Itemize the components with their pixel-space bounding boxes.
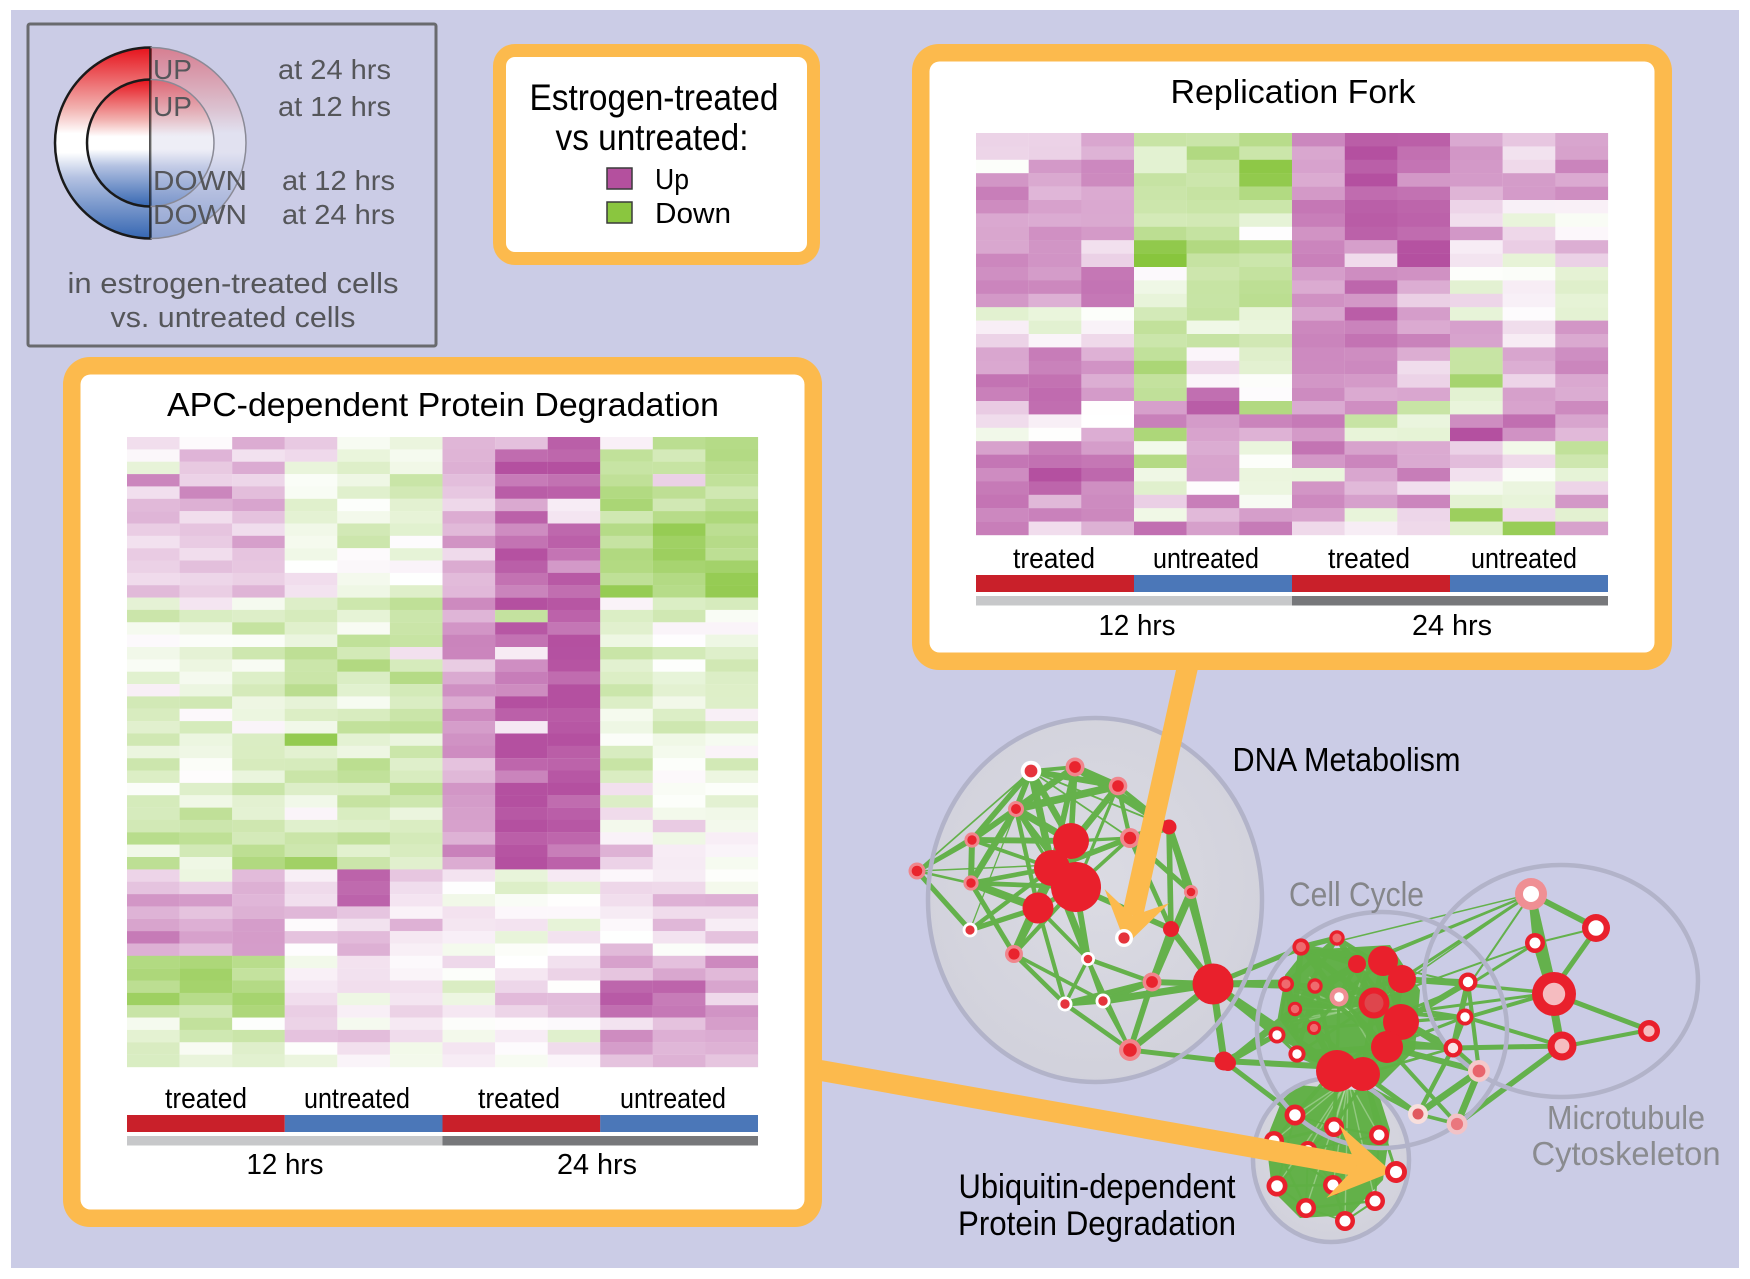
svg-text:UP: UP xyxy=(153,91,192,122)
svg-text:24 hrs: 24 hrs xyxy=(557,1149,637,1181)
svg-text:vs. untreated cells: vs. untreated cells xyxy=(111,302,356,334)
svg-text:Down: Down xyxy=(655,198,731,230)
svg-text:treated: treated xyxy=(478,1083,560,1115)
svg-text:vs untreated:: vs untreated: xyxy=(556,117,749,158)
svg-text:untreated: untreated xyxy=(1153,543,1259,575)
svg-text:Ubiquitin-dependent: Ubiquitin-dependent xyxy=(959,1168,1237,1206)
svg-text:DOWN: DOWN xyxy=(153,165,247,196)
svg-text:Cytoskeleton: Cytoskeleton xyxy=(1532,1135,1721,1172)
svg-text:DNA Metabolism: DNA Metabolism xyxy=(1233,741,1461,778)
svg-text:at 24 hrs: at 24 hrs xyxy=(282,199,395,230)
svg-text:treated: treated xyxy=(1013,543,1095,575)
svg-text:Microtubule: Microtubule xyxy=(1547,1099,1705,1136)
svg-text:Estrogen-treated: Estrogen-treated xyxy=(530,77,779,118)
svg-text:untreated: untreated xyxy=(304,1083,410,1115)
svg-text:treated: treated xyxy=(165,1083,247,1115)
svg-text:treated: treated xyxy=(1328,543,1410,575)
svg-text:at 12 hrs: at 12 hrs xyxy=(278,91,391,122)
svg-text:untreated: untreated xyxy=(620,1083,726,1115)
svg-text:Up: Up xyxy=(655,164,689,196)
svg-text:Cell Cycle: Cell Cycle xyxy=(1289,876,1424,914)
svg-text:12 hrs: 12 hrs xyxy=(1099,610,1176,642)
svg-text:in estrogen-treated cells: in estrogen-treated cells xyxy=(68,268,399,300)
svg-text:Replication Fork: Replication Fork xyxy=(1171,73,1417,110)
svg-text:24 hrs: 24 hrs xyxy=(1412,610,1492,642)
svg-text:Protein Degradation: Protein Degradation xyxy=(958,1205,1236,1243)
svg-text:untreated: untreated xyxy=(1471,543,1577,575)
svg-text:at 12 hrs: at 12 hrs xyxy=(282,165,395,196)
svg-text:12 hrs: 12 hrs xyxy=(247,1149,324,1181)
svg-text:at 24 hrs: at 24 hrs xyxy=(278,54,391,85)
svg-text:UP: UP xyxy=(153,54,192,85)
svg-text:APC-dependent Protein Degradat: APC-dependent Protein Degradation xyxy=(167,386,719,423)
svg-text:DOWN: DOWN xyxy=(153,199,247,230)
